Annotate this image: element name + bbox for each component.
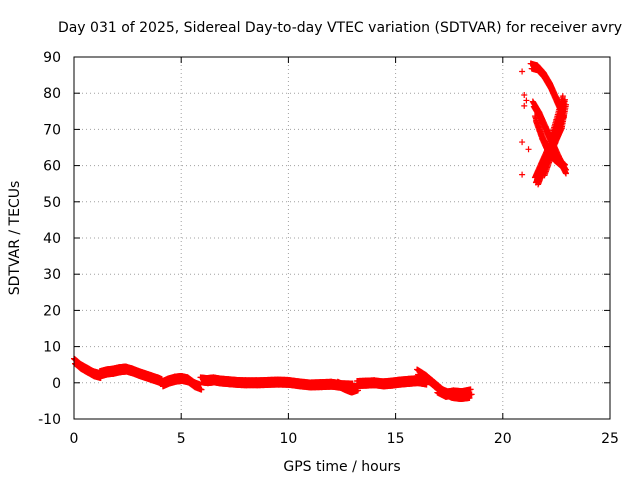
data-point [198, 386, 205, 393]
data-point [562, 166, 569, 173]
data-point [559, 93, 566, 100]
data-point [559, 107, 566, 114]
isolated-data-point [519, 171, 526, 178]
tick-labels: 0 5 10 15 20 25 -10 0 10 20 30 40 50 60 70 80 90 [38, 50, 619, 447]
y-tick-label: 10 [43, 340, 61, 356]
isolated-data-point [519, 139, 526, 146]
data-point [560, 98, 567, 105]
data-point [468, 391, 475, 398]
y-tick-label: 0 [52, 376, 61, 392]
y-tick-label: 30 [43, 267, 61, 283]
data-point [560, 112, 567, 119]
y-tick-label: -10 [38, 412, 61, 428]
isolated-data-point [521, 102, 528, 109]
data-points [71, 60, 569, 403]
x-tick-label: 0 [70, 431, 79, 447]
data-point [561, 161, 568, 168]
y-tick-label: 70 [43, 122, 61, 138]
x-axis-label: GPS time / hours [283, 459, 400, 475]
isolated-data-point [519, 68, 526, 75]
data-point [467, 386, 474, 393]
isolated-data-point [525, 146, 532, 153]
y-axis-label: SDTVAR / TECUs [7, 181, 23, 296]
plot-frame [73, 56, 611, 420]
chart-title: Day 031 of 2025, Sidereal Day-to-day VTE… [58, 20, 622, 36]
y-tick-label: 60 [43, 159, 61, 175]
y-tick-label: 20 [43, 303, 61, 319]
y-tick-label: 80 [43, 86, 61, 102]
y-tick-label: 90 [43, 50, 61, 66]
grid-lines [74, 57, 610, 419]
x-tick-label: 20 [494, 431, 512, 447]
y-tick-label: 50 [43, 195, 61, 211]
isolated-data-point [521, 92, 528, 99]
x-tick-label: 5 [177, 431, 186, 447]
x-tick-label: 25 [601, 431, 619, 447]
isolated-data-point [523, 97, 530, 104]
x-tick-label: 10 [279, 431, 297, 447]
x-tick-label: 15 [387, 431, 405, 447]
y-tick-label: 40 [43, 231, 61, 247]
